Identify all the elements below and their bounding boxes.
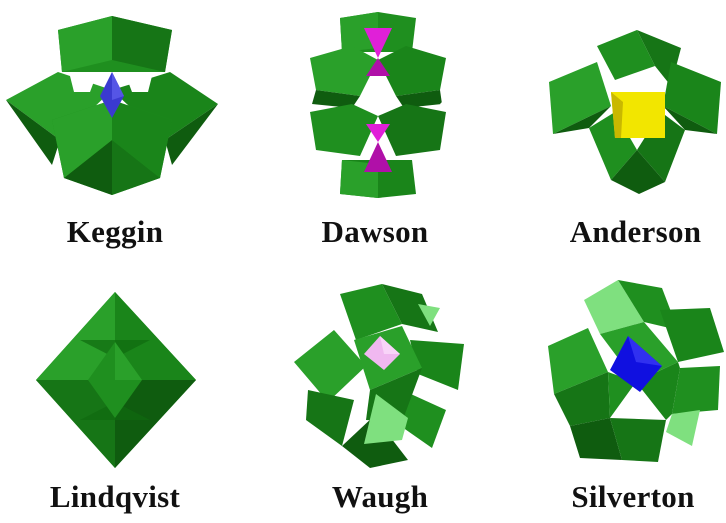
anderson-label: Anderson <box>569 214 702 249</box>
waugh-structure <box>294 284 464 468</box>
silverton-panel: Silverton <box>540 270 726 523</box>
waugh-panel: Waugh <box>290 270 470 523</box>
keggin-panel: Keggin <box>0 0 230 262</box>
waugh-label: Waugh <box>331 479 429 514</box>
waugh-heteroatom <box>364 336 400 370</box>
lindqvist-label: Lindqvist <box>49 479 181 514</box>
dawson-structure <box>304 12 446 198</box>
lindqvist-panel: Lindqvist <box>0 270 230 523</box>
anderson-panel: Anderson <box>545 0 726 262</box>
lindqvist-structure <box>36 292 196 468</box>
keggin-label: Keggin <box>66 214 164 249</box>
anderson-structure <box>549 30 721 194</box>
silverton-label: Silverton <box>571 479 695 514</box>
dawson-label: Dawson <box>321 214 429 249</box>
silverton-structure <box>548 280 724 462</box>
dawson-heteroatom-upper <box>364 28 392 58</box>
silverton-heteroatom <box>610 336 662 392</box>
dawson-panel: Dawson <box>290 0 460 262</box>
keggin-structure <box>6 16 218 195</box>
dawson-heteroatom-lower <box>366 124 390 142</box>
anderson-heteroatom <box>611 92 665 138</box>
